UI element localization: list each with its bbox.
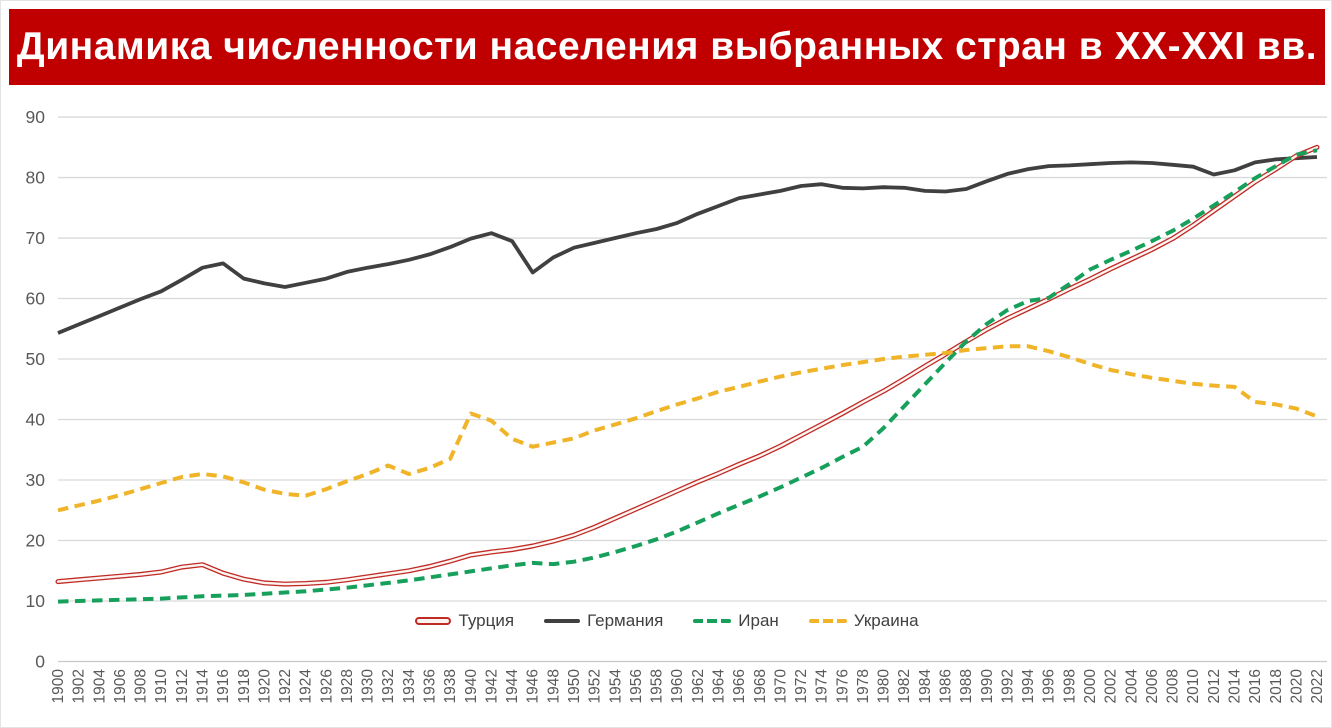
x-tick-label-1994: 1994 (1020, 669, 1037, 704)
x-tick-label-1946: 1946 (525, 669, 542, 703)
x-tick-label-1910: 1910 (153, 669, 170, 704)
x-tick-label-2002: 2002 (1103, 669, 1120, 703)
x-tick-label-2018: 2018 (1268, 669, 1285, 703)
x-tick-label-1952: 1952 (587, 669, 604, 703)
y-tick-label-40: 40 (26, 410, 46, 430)
x-tick-label-1926: 1926 (318, 669, 335, 703)
x-tick-label-1970: 1970 (772, 669, 789, 704)
x-tick-label-1908: 1908 (133, 669, 150, 703)
x-tick-label-2022: 2022 (1309, 669, 1326, 703)
x-tick-label-2006: 2006 (1144, 669, 1161, 703)
x-tick-label-1902: 1902 (71, 669, 88, 703)
x-tick-label-1922: 1922 (277, 669, 294, 703)
x-tick-label-1988: 1988 (958, 669, 975, 703)
x-tick-label-1912: 1912 (174, 669, 191, 703)
x-tick-label-2020: 2020 (1288, 669, 1305, 704)
x-tick-label-1932: 1932 (380, 669, 397, 703)
x-tick-label-1986: 1986 (938, 669, 955, 703)
x-axis-labels: 1900 1902 1904 1906 1908 1910 1912 1914 1916 1918… (50, 669, 1326, 704)
x-tick-label-1920: 1920 (256, 669, 273, 704)
y-tick-label-50: 50 (26, 349, 46, 369)
x-tick-label-1942: 1942 (483, 669, 500, 703)
x-tick-label-1958: 1958 (649, 669, 666, 703)
iran-stroke (57, 148, 1318, 604)
x-tick-label-1968: 1968 (752, 669, 769, 703)
x-tick-label-1984: 1984 (917, 669, 934, 704)
series-line-turkey (55, 144, 1320, 587)
x-tick-label-1982: 1982 (896, 669, 913, 703)
x-tick-label-1962: 1962 (690, 669, 707, 703)
x-tick-label-1974: 1974 (814, 669, 831, 704)
y-axis-labels: 0 10 20 30 40 50 60 70 80 90 (26, 107, 46, 671)
y-tick-label-80: 80 (26, 168, 46, 188)
x-tick-label-1936: 1936 (422, 669, 439, 703)
y-tick-label-10: 10 (26, 591, 46, 611)
x-tick-label-1930: 1930 (360, 669, 377, 704)
series-line-iran (57, 148, 1318, 604)
x-tick-label-1900: 1900 (50, 669, 67, 704)
x-tick-label-1996: 1996 (1041, 669, 1058, 703)
x-tick-label-1940: 1940 (463, 669, 480, 704)
y-tick-label-0: 0 (35, 652, 45, 672)
x-tick-label-1980: 1980 (876, 669, 893, 704)
x-tick-label-1960: 1960 (669, 669, 686, 704)
x-tick-label-1978: 1978 (855, 669, 872, 703)
x-tick-label-1948: 1948 (545, 669, 562, 703)
x-tick-label-2016: 2016 (1247, 669, 1264, 703)
turkey-inner-stroke (56, 146, 1319, 586)
x-tick-label-2010: 2010 (1185, 669, 1202, 704)
series-line-germany (57, 155, 1318, 335)
y-tick-label-20: 20 (26, 531, 46, 551)
title-banner: Динамика численности населения выбранных… (9, 9, 1325, 85)
y-tick-label-30: 30 (26, 470, 46, 490)
x-tick-label-2012: 2012 (1206, 669, 1223, 703)
y-tick-label-90: 90 (26, 107, 46, 127)
x-tick-label-1972: 1972 (793, 669, 810, 703)
y-tick-label-70: 70 (26, 228, 46, 248)
x-tick-label-1928: 1928 (339, 669, 356, 703)
gridlines (58, 116, 1327, 663)
x-tick-label-1904: 1904 (91, 669, 108, 704)
x-tick-label-1998: 1998 (1061, 669, 1078, 703)
germany-stroke (57, 155, 1318, 335)
x-tick-label-2000: 2000 (1082, 669, 1099, 704)
x-tick-label-1924: 1924 (298, 669, 315, 704)
turkey-outer-stroke (55, 144, 1320, 587)
x-tick-label-1944: 1944 (504, 669, 521, 704)
x-tick-label-1914: 1914 (194, 669, 211, 704)
x-tick-label-1934: 1934 (401, 669, 418, 704)
x-tick-label-2008: 2008 (1165, 669, 1182, 703)
x-tick-label-2014: 2014 (1226, 669, 1243, 704)
x-tick-label-1916: 1916 (215, 669, 232, 703)
x-tick-label-1992: 1992 (999, 669, 1016, 703)
x-tick-label-1990: 1990 (979, 669, 996, 704)
chart-title: Динамика численности населения выбранных… (16, 25, 1318, 68)
x-tick-label-1906: 1906 (112, 669, 129, 703)
x-tick-label-1964: 1964 (710, 669, 727, 704)
x-tick-label-2004: 2004 (1123, 669, 1140, 704)
x-tick-label-1966: 1966 (731, 669, 748, 703)
x-tick-label-1938: 1938 (442, 669, 459, 703)
x-tick-label-1954: 1954 (607, 669, 624, 704)
y-tick-label-60: 60 (26, 289, 46, 309)
x-tick-label-1950: 1950 (566, 669, 583, 704)
x-tick-label-1976: 1976 (834, 669, 851, 703)
x-tick-label-1956: 1956 (628, 669, 645, 703)
x-tick-label-1918: 1918 (236, 669, 253, 703)
